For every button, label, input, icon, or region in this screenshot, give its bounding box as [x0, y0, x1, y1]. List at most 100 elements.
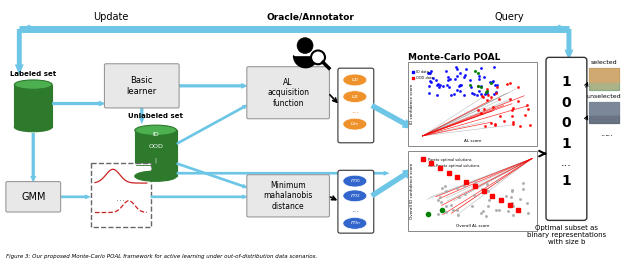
- Point: [441, 210, 451, 214]
- Point: [476, 211, 486, 216]
- Point: [508, 108, 518, 112]
- Point: [443, 74, 453, 79]
- Point: [452, 74, 462, 79]
- Point: [440, 183, 450, 188]
- Polygon shape: [564, 29, 573, 60]
- FancyBboxPatch shape: [91, 163, 151, 227]
- Text: OOD: OOD: [148, 144, 163, 149]
- Point: [424, 71, 435, 75]
- Point: [459, 93, 469, 97]
- Point: [448, 208, 458, 212]
- Point: [477, 209, 488, 213]
- Point: [472, 93, 482, 97]
- Ellipse shape: [343, 217, 367, 229]
- Polygon shape: [30, 133, 36, 183]
- Point: [500, 194, 511, 198]
- Point: [488, 79, 499, 84]
- Text: AL
acquisition
function: AL acquisition function: [267, 78, 309, 108]
- Point: [482, 98, 492, 103]
- Point: [438, 84, 448, 88]
- Point: [523, 107, 533, 111]
- Ellipse shape: [135, 125, 177, 135]
- Point: [481, 213, 491, 218]
- Point: [451, 76, 461, 81]
- Text: $u_2$: $u_2$: [351, 93, 359, 100]
- Point: [467, 91, 477, 95]
- Point: [476, 111, 486, 115]
- Point: [486, 95, 497, 99]
- Point: [492, 179, 502, 183]
- Point: [483, 189, 493, 193]
- Text: $m_n$: $m_n$: [349, 220, 360, 227]
- Polygon shape: [177, 171, 390, 176]
- Point: [507, 189, 517, 193]
- Point: [456, 83, 467, 87]
- FancyBboxPatch shape: [6, 182, 61, 212]
- Point: [513, 99, 524, 103]
- Polygon shape: [176, 104, 248, 145]
- Point: [486, 80, 497, 84]
- Point: [476, 92, 486, 96]
- Bar: [589, 102, 619, 123]
- Text: ...: ...: [351, 205, 359, 214]
- Bar: [589, 68, 619, 90]
- Point: [465, 78, 475, 82]
- Point: [507, 201, 517, 205]
- Ellipse shape: [343, 74, 367, 86]
- Text: Figure 3: Our proposed Monte-Carlo POAL framework for active learning under out-: Figure 3: Our proposed Monte-Carlo POAL …: [6, 254, 317, 259]
- Text: ...: ...: [351, 106, 359, 115]
- Point: [433, 198, 444, 202]
- Polygon shape: [151, 194, 248, 199]
- Text: ...: ...: [116, 193, 125, 203]
- Text: ...: ...: [605, 129, 612, 138]
- Point: [474, 89, 484, 93]
- Point: [494, 114, 504, 118]
- Point: [442, 83, 452, 87]
- Point: [428, 76, 438, 80]
- Text: ID confidence score: ID confidence score: [410, 84, 413, 124]
- Polygon shape: [52, 100, 106, 106]
- Point: [481, 87, 492, 91]
- Point: [426, 80, 436, 84]
- Point: [470, 180, 480, 184]
- Point: [489, 65, 499, 69]
- Point: [490, 122, 500, 126]
- Point: [478, 95, 488, 99]
- Point: [483, 204, 493, 208]
- Point: [452, 213, 463, 217]
- Point: [454, 89, 465, 93]
- Point: [506, 114, 516, 118]
- Text: Minimum
mahalanobis
distance: Minimum mahalanobis distance: [264, 181, 313, 211]
- Text: Basic
learner: Basic learner: [127, 76, 157, 96]
- Point: [479, 107, 490, 111]
- Point: [432, 83, 442, 87]
- Point: [469, 92, 479, 97]
- Text: ...: ...: [561, 158, 572, 168]
- Point: [484, 198, 495, 202]
- Text: Pareto optimal solutions: Pareto optimal solutions: [428, 158, 471, 163]
- Point: [445, 93, 456, 97]
- Point: [492, 83, 502, 87]
- Point: [424, 84, 434, 88]
- Point: [492, 85, 502, 89]
- Point: [444, 78, 454, 82]
- Text: $m_0$: $m_0$: [349, 177, 360, 185]
- Point: [502, 82, 512, 86]
- Point: [480, 92, 490, 96]
- Point: [499, 119, 509, 123]
- Point: [425, 71, 435, 75]
- Polygon shape: [59, 194, 91, 199]
- Point: [503, 209, 513, 213]
- Polygon shape: [371, 168, 415, 198]
- Point: [485, 80, 495, 84]
- Text: Optimal subset as
binary representations
with size b: Optimal subset as binary representations…: [527, 225, 606, 245]
- Point: [508, 213, 518, 217]
- Text: |: |: [155, 158, 157, 163]
- Text: 0: 0: [562, 116, 572, 130]
- Point: [508, 122, 518, 126]
- Point: [508, 204, 518, 208]
- Polygon shape: [19, 25, 200, 33]
- Text: 0: 0: [562, 96, 572, 110]
- Point: [451, 88, 461, 92]
- Text: 1: 1: [561, 174, 572, 188]
